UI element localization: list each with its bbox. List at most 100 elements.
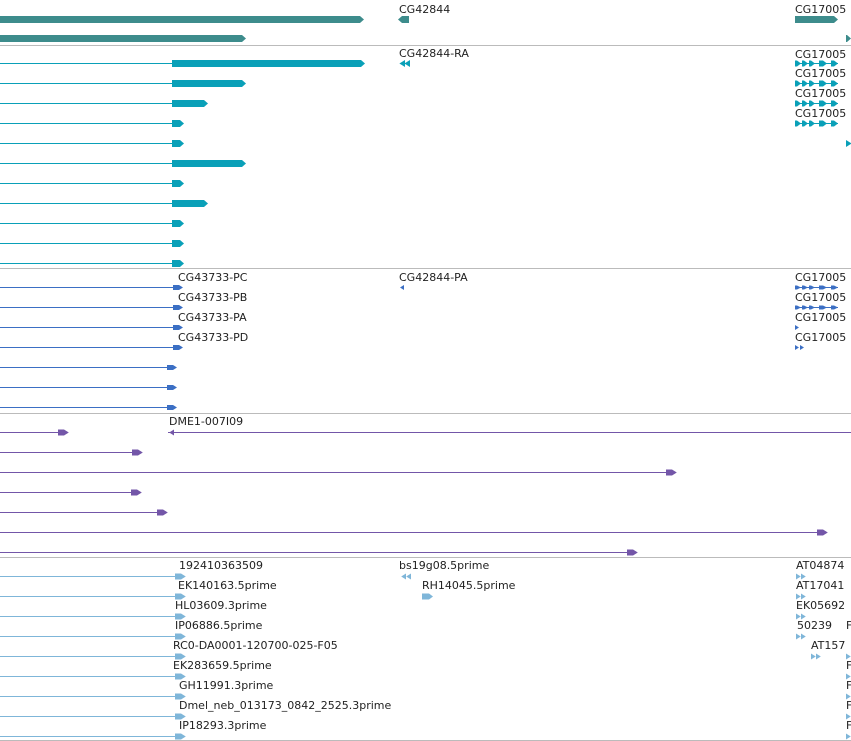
feature-arrows[interactable] — [846, 653, 851, 660]
feature-exon[interactable] — [175, 613, 181, 620]
feature-arrows[interactable] — [846, 673, 851, 680]
feature-block[interactable] — [846, 35, 851, 42]
feature-arrows[interactable] — [795, 80, 838, 87]
feature-arrows[interactable] — [796, 573, 806, 580]
feature-block[interactable] — [802, 100, 808, 107]
feature-exon[interactable] — [132, 449, 138, 456]
feature-line[interactable] — [0, 509, 168, 516]
feature-line[interactable] — [0, 405, 177, 410]
feature-line[interactable] — [0, 593, 186, 600]
feature-block[interactable] — [795, 80, 801, 87]
feature-block[interactable] — [795, 305, 801, 310]
feature-exon[interactable] — [173, 285, 179, 290]
feature-exon[interactable] — [175, 713, 181, 720]
feature-block[interactable] — [802, 80, 808, 87]
feature-model[interactable] — [0, 160, 246, 167]
feature-exon[interactable] — [167, 405, 173, 410]
feature-line[interactable] — [0, 613, 186, 620]
feature-model[interactable] — [0, 240, 184, 247]
feature-block[interactable] — [0, 35, 246, 42]
feature-arrows[interactable] — [795, 305, 838, 310]
feature-block[interactable] — [172, 140, 184, 147]
feature-arrows[interactable] — [846, 140, 851, 147]
feature-arrows[interactable] — [846, 713, 851, 720]
feature-exon[interactable] — [175, 573, 181, 580]
feature-line[interactable] — [0, 693, 186, 700]
feature-block[interactable] — [172, 100, 208, 107]
feature-block[interactable] — [809, 80, 815, 87]
feature-block[interactable] — [819, 120, 827, 127]
feature-arrows[interactable] — [795, 100, 838, 107]
feature-block[interactable] — [172, 200, 208, 207]
feature-line[interactable] — [0, 653, 186, 660]
feature-block[interactable] — [795, 120, 801, 127]
feature-arrows[interactable] — [796, 613, 806, 620]
feature-line[interactable] — [0, 489, 142, 496]
feature-exon[interactable] — [58, 429, 64, 436]
feature-block[interactable] — [0, 16, 364, 23]
feature-arrows[interactable] — [399, 60, 410, 67]
feature-block[interactable] — [398, 16, 409, 23]
feature-arrows[interactable] — [795, 345, 804, 350]
feature-block[interactable] — [172, 60, 365, 67]
feature-exon[interactable] — [167, 385, 173, 390]
feature-line[interactable] — [0, 385, 177, 390]
feature-exon[interactable] — [131, 489, 137, 496]
feature-block[interactable] — [831, 120, 838, 127]
feature-arrows[interactable] — [846, 733, 851, 740]
feature-block[interactable] — [0, 35, 246, 42]
feature-line[interactable] — [0, 429, 69, 436]
feature-arrows[interactable] — [795, 60, 838, 67]
feature-exon[interactable] — [175, 653, 181, 660]
feature-block[interactable] — [172, 120, 184, 127]
feature-line[interactable] — [0, 365, 177, 370]
feature-block[interactable] — [819, 60, 827, 67]
feature-block[interactable] — [802, 305, 808, 310]
feature-model[interactable] — [0, 180, 184, 187]
feature-block[interactable] — [809, 60, 815, 67]
feature-exon[interactable] — [167, 365, 173, 370]
feature-model[interactable] — [0, 120, 184, 127]
feature-line[interactable] — [0, 673, 186, 680]
feature-arrows[interactable] — [795, 325, 799, 330]
feature-block[interactable] — [809, 285, 815, 290]
feature-exon[interactable] — [173, 305, 179, 310]
feature-exon[interactable] — [175, 593, 181, 600]
feature-line[interactable] — [0, 733, 186, 740]
feature-exon[interactable] — [175, 733, 181, 740]
feature-exon[interactable] — [157, 509, 163, 516]
feature-block[interactable] — [809, 305, 815, 310]
feature-line[interactable] — [0, 573, 186, 580]
feature-exon[interactable] — [173, 345, 179, 350]
feature-block[interactable] — [795, 16, 838, 23]
feature-arrows[interactable] — [796, 633, 806, 640]
feature-block[interactable] — [795, 16, 838, 23]
feature-line[interactable] — [0, 633, 186, 640]
feature-block[interactable] — [172, 80, 246, 87]
feature-block[interactable] — [172, 240, 184, 247]
feature-line[interactable] — [0, 713, 186, 720]
feature-block[interactable] — [172, 160, 246, 167]
feature-model[interactable] — [0, 80, 246, 87]
feature-block[interactable] — [819, 80, 827, 87]
feature-arrows[interactable] — [811, 653, 821, 660]
feature-block[interactable] — [795, 285, 801, 290]
feature-line[interactable] — [0, 549, 638, 556]
feature-exon[interactable] — [173, 325, 179, 330]
feature-block[interactable] — [0, 16, 364, 23]
feature-model[interactable] — [0, 260, 184, 267]
feature-block[interactable] — [846, 35, 851, 42]
feature-exon[interactable] — [175, 633, 181, 640]
feature-line[interactable] — [0, 469, 677, 476]
feature-block[interactable] — [831, 285, 838, 290]
feature-model[interactable] — [0, 100, 208, 107]
feature-block[interactable] — [831, 80, 838, 87]
feature-block[interactable] — [422, 593, 433, 600]
feature-block[interactable] — [795, 100, 801, 107]
feature-block[interactable] — [831, 100, 838, 107]
feature-line[interactable] — [0, 305, 183, 310]
feature-line[interactable] — [0, 285, 183, 290]
feature-block[interactable] — [802, 60, 808, 67]
feature-block[interactable] — [809, 120, 815, 127]
